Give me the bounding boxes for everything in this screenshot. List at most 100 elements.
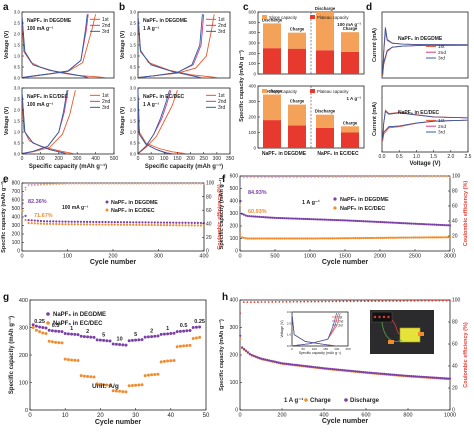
rate-point xyxy=(89,375,93,379)
bar-subplot: Discharge Charge Discharge Charge 0 100 200 300… xyxy=(248,84,365,151)
rate-point xyxy=(121,390,125,394)
capacity-point xyxy=(408,374,411,378)
capacity-point xyxy=(396,373,400,377)
ce-point xyxy=(120,182,122,185)
capacity-point xyxy=(312,237,315,240)
capacity-point xyxy=(39,219,43,223)
capacity-point xyxy=(414,236,417,239)
y-tick-label: 40 xyxy=(206,221,212,227)
ce-point xyxy=(317,176,320,179)
ce-point xyxy=(377,176,380,178)
capacity-point xyxy=(125,221,129,224)
capacity-point xyxy=(269,237,272,240)
capacity-point xyxy=(262,215,265,219)
capacity-point xyxy=(304,237,307,240)
capacity-point xyxy=(335,368,338,371)
capacity-point xyxy=(113,223,116,226)
capacity-point xyxy=(178,224,181,227)
ce-point xyxy=(321,300,323,303)
ce-point xyxy=(313,176,316,179)
capacity-point xyxy=(381,372,384,375)
capacity-point xyxy=(264,237,267,240)
capacity-point xyxy=(410,222,413,225)
rate-step-label: 1 xyxy=(70,326,73,332)
capacity-point xyxy=(277,361,280,364)
ce-point xyxy=(253,176,256,179)
capacity-point xyxy=(101,223,104,226)
capacity-point xyxy=(85,220,89,223)
ce-point xyxy=(33,184,36,187)
rate-point xyxy=(146,373,150,377)
rate-point xyxy=(98,382,102,386)
capacity-point xyxy=(172,221,175,224)
legend-label: 1st xyxy=(102,17,109,23)
ce-point xyxy=(104,182,107,185)
rate-point xyxy=(146,335,150,339)
capacity-point xyxy=(110,220,113,224)
capacity-point xyxy=(319,237,323,240)
capacity-point xyxy=(321,218,324,221)
battery-pouch xyxy=(399,327,421,343)
y-tick-label: 20 xyxy=(206,235,212,241)
capacity-point xyxy=(350,237,353,240)
subplot-label: NaPF₆ in EC/DEC xyxy=(27,94,69,100)
axis-label: Current (mA) xyxy=(372,28,378,62)
x-tick-label: 0.0 xyxy=(379,154,386,160)
capacity-point xyxy=(377,220,380,224)
capacity-point xyxy=(433,236,436,239)
capacity-point xyxy=(241,346,244,349)
capacity-point xyxy=(289,217,292,220)
capacity-point xyxy=(327,367,330,370)
capacity-point xyxy=(58,222,61,226)
inset-y-tick-label: 3.0 xyxy=(287,310,292,314)
ce-point xyxy=(431,299,434,302)
capacity-point xyxy=(398,221,402,225)
capacity-point xyxy=(107,220,110,224)
subplot-label: NaPF₆ in EC/DEC xyxy=(398,110,440,116)
capacity-point xyxy=(364,236,367,240)
y-tick-label: 80 xyxy=(206,194,212,200)
y-tick-label: 100 xyxy=(19,380,28,386)
y-tick-label: 1.5 xyxy=(130,43,137,48)
capacity-point xyxy=(196,221,199,224)
capacity-point xyxy=(281,217,284,220)
capacity-point xyxy=(162,224,166,227)
y-tick-label: 3.0 xyxy=(14,10,21,15)
rate-point xyxy=(166,332,170,336)
rate-step-label: 0.25 xyxy=(194,319,205,325)
capacity-point xyxy=(266,358,269,362)
ce-point xyxy=(438,175,441,178)
capacity-point xyxy=(265,216,269,219)
bar-label: Charge xyxy=(290,99,305,104)
capacity-point xyxy=(319,218,323,221)
ce-point xyxy=(184,182,187,185)
ce-point xyxy=(395,176,398,178)
capacity-point xyxy=(341,368,344,372)
capacity-point xyxy=(412,236,415,239)
capacity-point xyxy=(292,217,296,220)
capacity-point xyxy=(159,221,163,224)
capacity-point xyxy=(423,375,427,379)
ce-point xyxy=(249,301,252,304)
ce-point xyxy=(92,182,95,185)
capacity-point xyxy=(325,237,328,240)
capacity-point xyxy=(344,237,348,240)
ce-point xyxy=(356,300,359,303)
capacity-point xyxy=(437,376,440,379)
x-axis-label: Cycle number xyxy=(322,418,369,425)
capacity-point xyxy=(116,223,119,226)
y-tick-label: 2.5 xyxy=(14,21,21,26)
rate-point xyxy=(153,334,157,338)
ce-point xyxy=(281,176,284,179)
x-tick-label: 300 xyxy=(73,156,82,162)
bar-slope xyxy=(316,114,334,128)
rate-point xyxy=(198,325,202,329)
capacity-point xyxy=(333,237,336,240)
inset-discharge xyxy=(291,314,334,347)
legend-label: Slope capacity xyxy=(269,89,298,94)
inset-charge xyxy=(291,313,337,347)
capacity-point xyxy=(364,371,367,374)
capacity-point xyxy=(354,237,357,240)
y-tick-label: 1.0 xyxy=(130,54,137,59)
capacity-point xyxy=(400,236,403,239)
